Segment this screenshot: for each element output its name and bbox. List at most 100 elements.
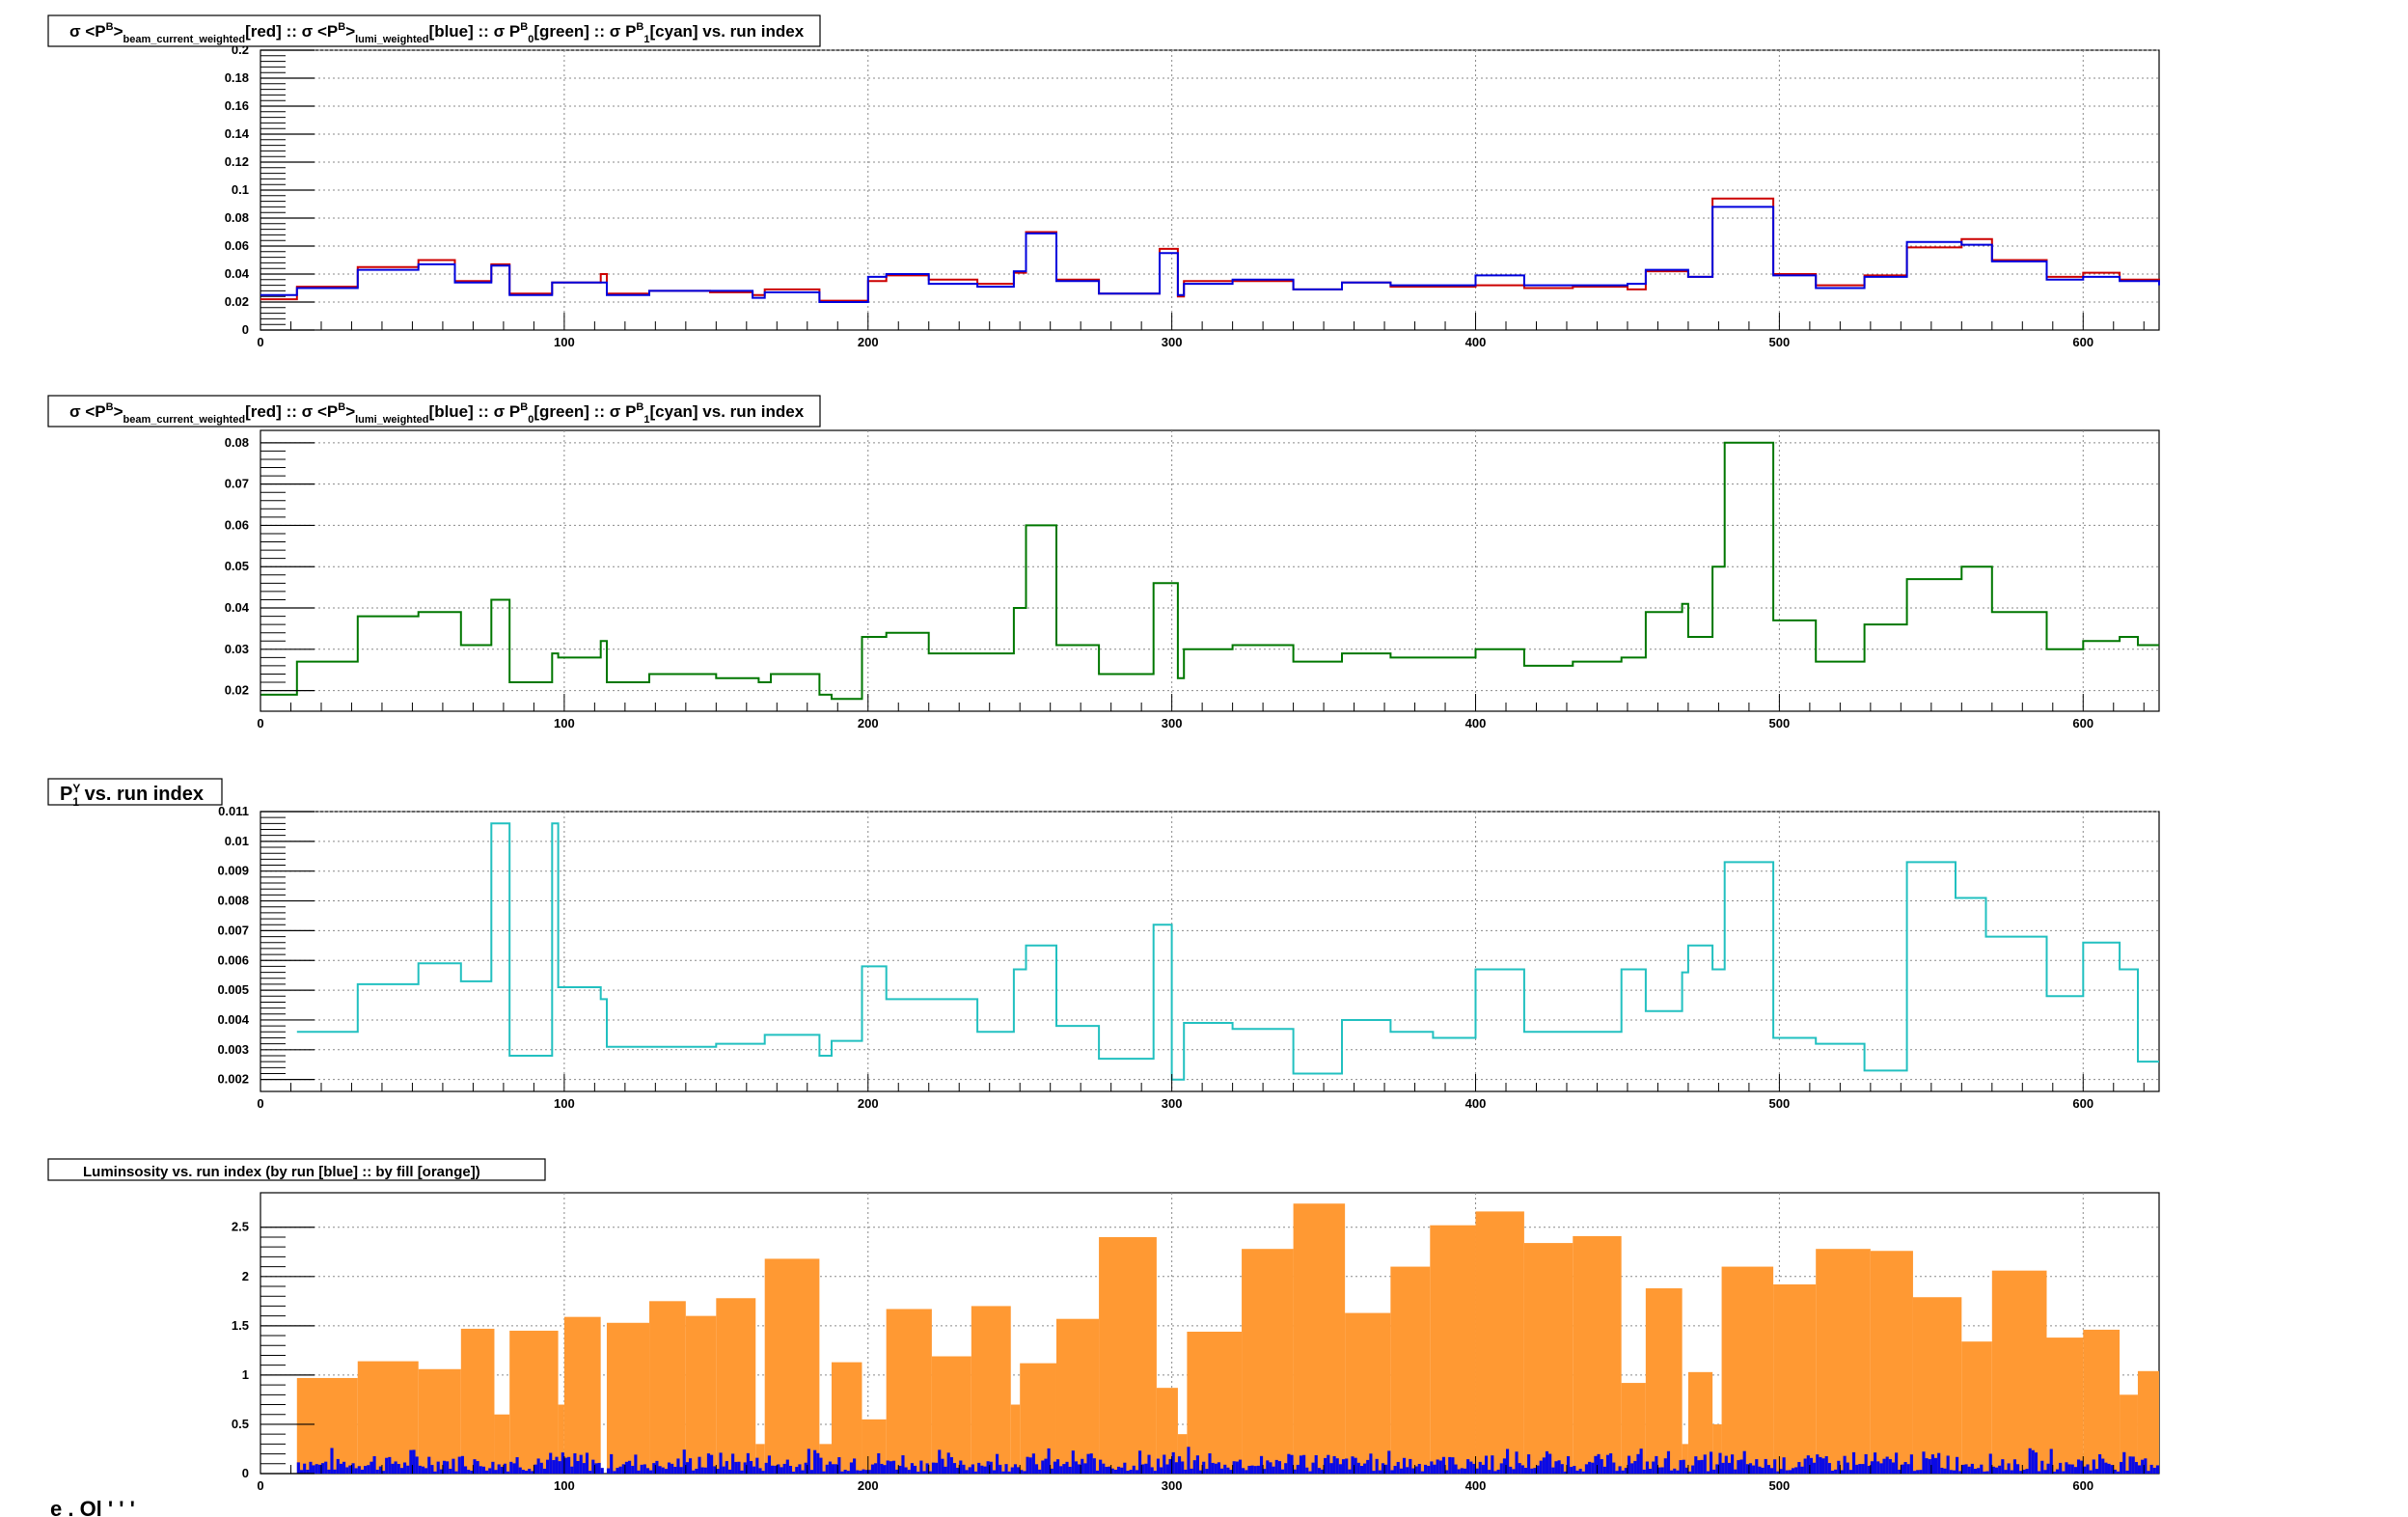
run-bar — [2092, 1459, 2095, 1474]
x-tick-label: 400 — [1465, 1478, 1487, 1493]
run-bar — [1089, 1453, 1093, 1474]
run-bar — [1776, 1471, 1780, 1474]
run-bar — [1591, 1462, 1595, 1474]
run-bar — [1673, 1468, 1677, 1474]
y-tick-label: 0.007 — [217, 923, 249, 937]
run-bar — [1980, 1464, 1984, 1474]
footer-text: е . Ol ' ' ' — [50, 1497, 135, 1517]
run-bar — [545, 1459, 550, 1474]
run-bar — [1436, 1459, 1439, 1474]
run-bar — [381, 1471, 386, 1474]
run-bar — [1414, 1466, 1418, 1474]
run-bar — [1217, 1462, 1221, 1474]
y-tick-label: 0.5 — [232, 1417, 249, 1431]
run-bar — [1411, 1468, 1415, 1474]
run-bar — [1991, 1466, 1995, 1474]
run-bar — [1484, 1455, 1489, 1474]
run-bar — [1940, 1467, 1944, 1474]
y-tick-label: 0.03 — [225, 642, 249, 656]
run-bar — [1499, 1463, 1503, 1474]
y-tick-label: 0.12 — [225, 154, 249, 169]
run-bar — [1694, 1456, 1698, 1474]
run-bar — [1655, 1455, 1658, 1474]
run-bar — [1277, 1461, 1281, 1474]
x-tick-label: 300 — [1162, 335, 1183, 349]
run-bar — [1359, 1466, 1364, 1474]
run-bar — [755, 1457, 759, 1474]
run-bar — [552, 1460, 556, 1474]
run-bar — [1259, 1455, 1264, 1474]
fill-bar — [1991, 1270, 2047, 1474]
run-bar — [1663, 1458, 1667, 1474]
run-bar — [1074, 1461, 1079, 1474]
run-bar — [394, 1461, 397, 1474]
run-bar — [1245, 1470, 1248, 1474]
run-bar — [2031, 1449, 2035, 1474]
run-bar — [1715, 1464, 1719, 1474]
run-bar — [1202, 1461, 1206, 1474]
run-bar — [1384, 1464, 1388, 1474]
run-bar — [1597, 1453, 1601, 1474]
run-bar — [430, 1465, 434, 1474]
run-bar — [2025, 1469, 2029, 1474]
run-bar — [536, 1458, 540, 1474]
run-bar — [1451, 1457, 1455, 1474]
run-bar — [1078, 1464, 1081, 1474]
run-bar — [956, 1467, 960, 1474]
y-tick-label: 0.04 — [225, 266, 250, 281]
run-bar — [1782, 1457, 1786, 1474]
fill-bar — [1187, 1331, 1243, 1474]
run-bar — [1700, 1459, 1704, 1474]
run-bar — [959, 1460, 963, 1474]
run-bar — [1509, 1466, 1513, 1474]
run-bar — [1190, 1468, 1193, 1474]
run-bar — [849, 1462, 854, 1474]
run-bar — [1387, 1450, 1391, 1474]
chart-title: σ <PB>beam_current_weighted[red] :: σ <P… — [69, 401, 805, 426]
run-bar — [788, 1466, 793, 1474]
chart-panel-2: 0.02 0.03 0.04 0.05 0.06 0.07 0.08 0 100 200 300 40… — [47, 395, 2160, 731]
run-bar — [813, 1449, 817, 1474]
y-tick-label: 1.5 — [232, 1318, 249, 1333]
run-bar — [640, 1464, 643, 1474]
run-bar — [1785, 1470, 1789, 1474]
run-bar — [825, 1464, 829, 1474]
x-tick-label: 0 — [257, 1478, 263, 1493]
y-tick-label: 0.02 — [225, 683, 249, 698]
run-bar — [1454, 1464, 1458, 1474]
run-bar — [1081, 1458, 1084, 1474]
run-bar — [1020, 1470, 1024, 1474]
fill-bar — [886, 1309, 932, 1474]
run-bar — [409, 1449, 413, 1474]
run-bar — [315, 1464, 318, 1474]
run-bar — [886, 1460, 889, 1474]
run-bar — [1423, 1464, 1428, 1474]
fill-bar — [716, 1298, 756, 1474]
run-bar — [1348, 1469, 1352, 1474]
chart-panel-4: 0 0.5 1 1.5 2 2.5 0 100 200 300 400 500 600 Luminsosi… — [47, 1158, 2160, 1493]
run-bar — [1742, 1450, 1746, 1474]
run-bar — [457, 1456, 461, 1474]
fill-bar — [1390, 1266, 1431, 1474]
run-bar — [1055, 1459, 1060, 1474]
run-bar — [1366, 1459, 1370, 1474]
run-bar — [402, 1462, 407, 1474]
fill-bar — [1645, 1288, 1683, 1474]
run-bar — [1211, 1462, 1215, 1474]
run-bar — [777, 1464, 780, 1474]
x-tick-label: 300 — [1162, 1478, 1183, 1493]
run-bar — [473, 1459, 477, 1474]
run-bar — [1946, 1455, 1950, 1474]
run-bar — [1478, 1461, 1482, 1474]
run-bar — [2062, 1471, 2066, 1474]
fill-bar — [1773, 1283, 1817, 1474]
fill-bar — [1345, 1312, 1391, 1474]
run-bar — [1242, 1468, 1245, 1474]
run-bar — [1272, 1466, 1275, 1474]
run-bar — [330, 1448, 334, 1474]
run-bar — [2113, 1469, 2117, 1474]
fill-bar — [1961, 1341, 1992, 1474]
fill-bar — [1687, 1371, 1713, 1474]
run-bar — [1023, 1471, 1026, 1474]
run-bar — [317, 1464, 321, 1474]
